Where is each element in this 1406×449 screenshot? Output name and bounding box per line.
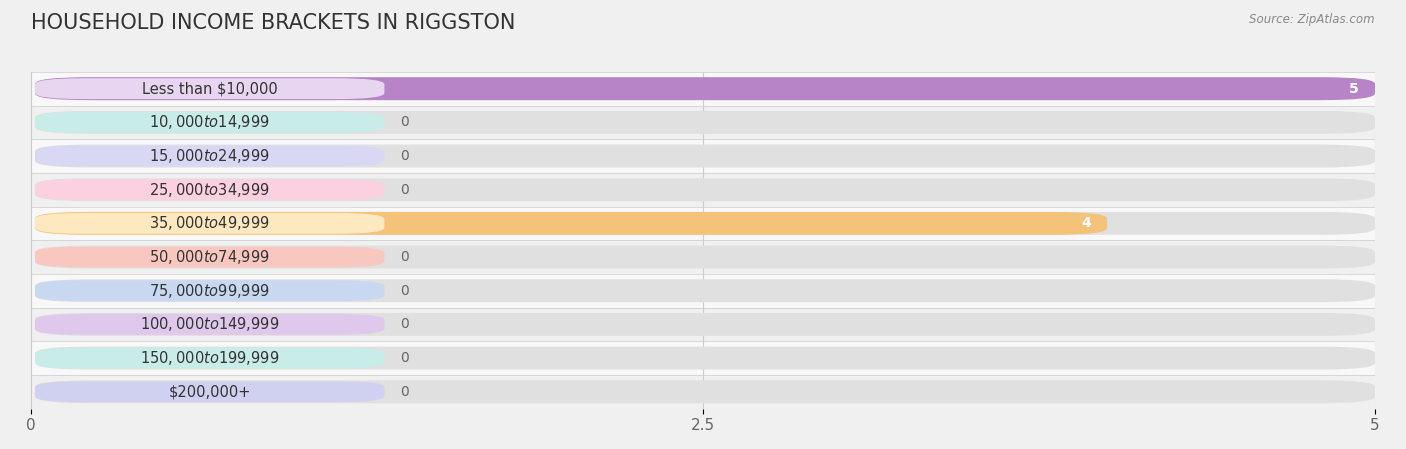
FancyBboxPatch shape bbox=[35, 213, 384, 234]
Text: $10,000 to $14,999: $10,000 to $14,999 bbox=[149, 113, 270, 132]
FancyBboxPatch shape bbox=[31, 240, 1375, 274]
FancyBboxPatch shape bbox=[31, 139, 1375, 173]
Text: $50,000 to $74,999: $50,000 to $74,999 bbox=[149, 248, 270, 266]
FancyBboxPatch shape bbox=[35, 280, 384, 301]
Text: 4: 4 bbox=[1081, 216, 1091, 230]
FancyBboxPatch shape bbox=[31, 375, 1375, 409]
Text: 0: 0 bbox=[401, 351, 409, 365]
FancyBboxPatch shape bbox=[35, 179, 384, 200]
FancyBboxPatch shape bbox=[35, 212, 1107, 235]
Text: Source: ZipAtlas.com: Source: ZipAtlas.com bbox=[1250, 13, 1375, 26]
Text: 5: 5 bbox=[1350, 82, 1360, 96]
FancyBboxPatch shape bbox=[31, 341, 1375, 375]
FancyBboxPatch shape bbox=[35, 246, 1375, 269]
Text: 0: 0 bbox=[401, 317, 409, 331]
Text: $75,000 to $99,999: $75,000 to $99,999 bbox=[149, 282, 270, 300]
FancyBboxPatch shape bbox=[35, 178, 1375, 201]
FancyBboxPatch shape bbox=[35, 313, 1375, 336]
Text: 0: 0 bbox=[401, 115, 409, 129]
FancyBboxPatch shape bbox=[35, 314, 384, 335]
Text: $150,000 to $199,999: $150,000 to $199,999 bbox=[141, 349, 280, 367]
FancyBboxPatch shape bbox=[35, 279, 1375, 302]
Text: Less than $10,000: Less than $10,000 bbox=[142, 81, 277, 96]
Text: 0: 0 bbox=[401, 385, 409, 399]
FancyBboxPatch shape bbox=[31, 173, 1375, 207]
Text: HOUSEHOLD INCOME BRACKETS IN RIGGSTON: HOUSEHOLD INCOME BRACKETS IN RIGGSTON bbox=[31, 13, 516, 34]
FancyBboxPatch shape bbox=[31, 274, 1375, 308]
Text: 0: 0 bbox=[401, 284, 409, 298]
Text: $15,000 to $24,999: $15,000 to $24,999 bbox=[149, 147, 270, 165]
Text: $200,000+: $200,000+ bbox=[169, 384, 250, 399]
FancyBboxPatch shape bbox=[35, 347, 1375, 370]
FancyBboxPatch shape bbox=[31, 72, 1375, 106]
FancyBboxPatch shape bbox=[35, 111, 1375, 134]
FancyBboxPatch shape bbox=[35, 78, 384, 99]
FancyBboxPatch shape bbox=[35, 145, 1375, 167]
FancyBboxPatch shape bbox=[35, 112, 384, 133]
FancyBboxPatch shape bbox=[35, 348, 384, 369]
Text: $35,000 to $49,999: $35,000 to $49,999 bbox=[149, 214, 270, 233]
FancyBboxPatch shape bbox=[31, 207, 1375, 240]
FancyBboxPatch shape bbox=[35, 145, 384, 167]
Text: $100,000 to $149,999: $100,000 to $149,999 bbox=[141, 315, 280, 334]
Text: $25,000 to $34,999: $25,000 to $34,999 bbox=[149, 180, 270, 199]
Text: 0: 0 bbox=[401, 250, 409, 264]
FancyBboxPatch shape bbox=[31, 308, 1375, 341]
FancyBboxPatch shape bbox=[31, 106, 1375, 139]
Text: 0: 0 bbox=[401, 183, 409, 197]
FancyBboxPatch shape bbox=[35, 380, 1375, 403]
Text: 0: 0 bbox=[401, 149, 409, 163]
FancyBboxPatch shape bbox=[35, 247, 384, 268]
FancyBboxPatch shape bbox=[35, 212, 1375, 235]
FancyBboxPatch shape bbox=[35, 77, 1375, 100]
FancyBboxPatch shape bbox=[35, 381, 384, 402]
FancyBboxPatch shape bbox=[35, 77, 1375, 100]
